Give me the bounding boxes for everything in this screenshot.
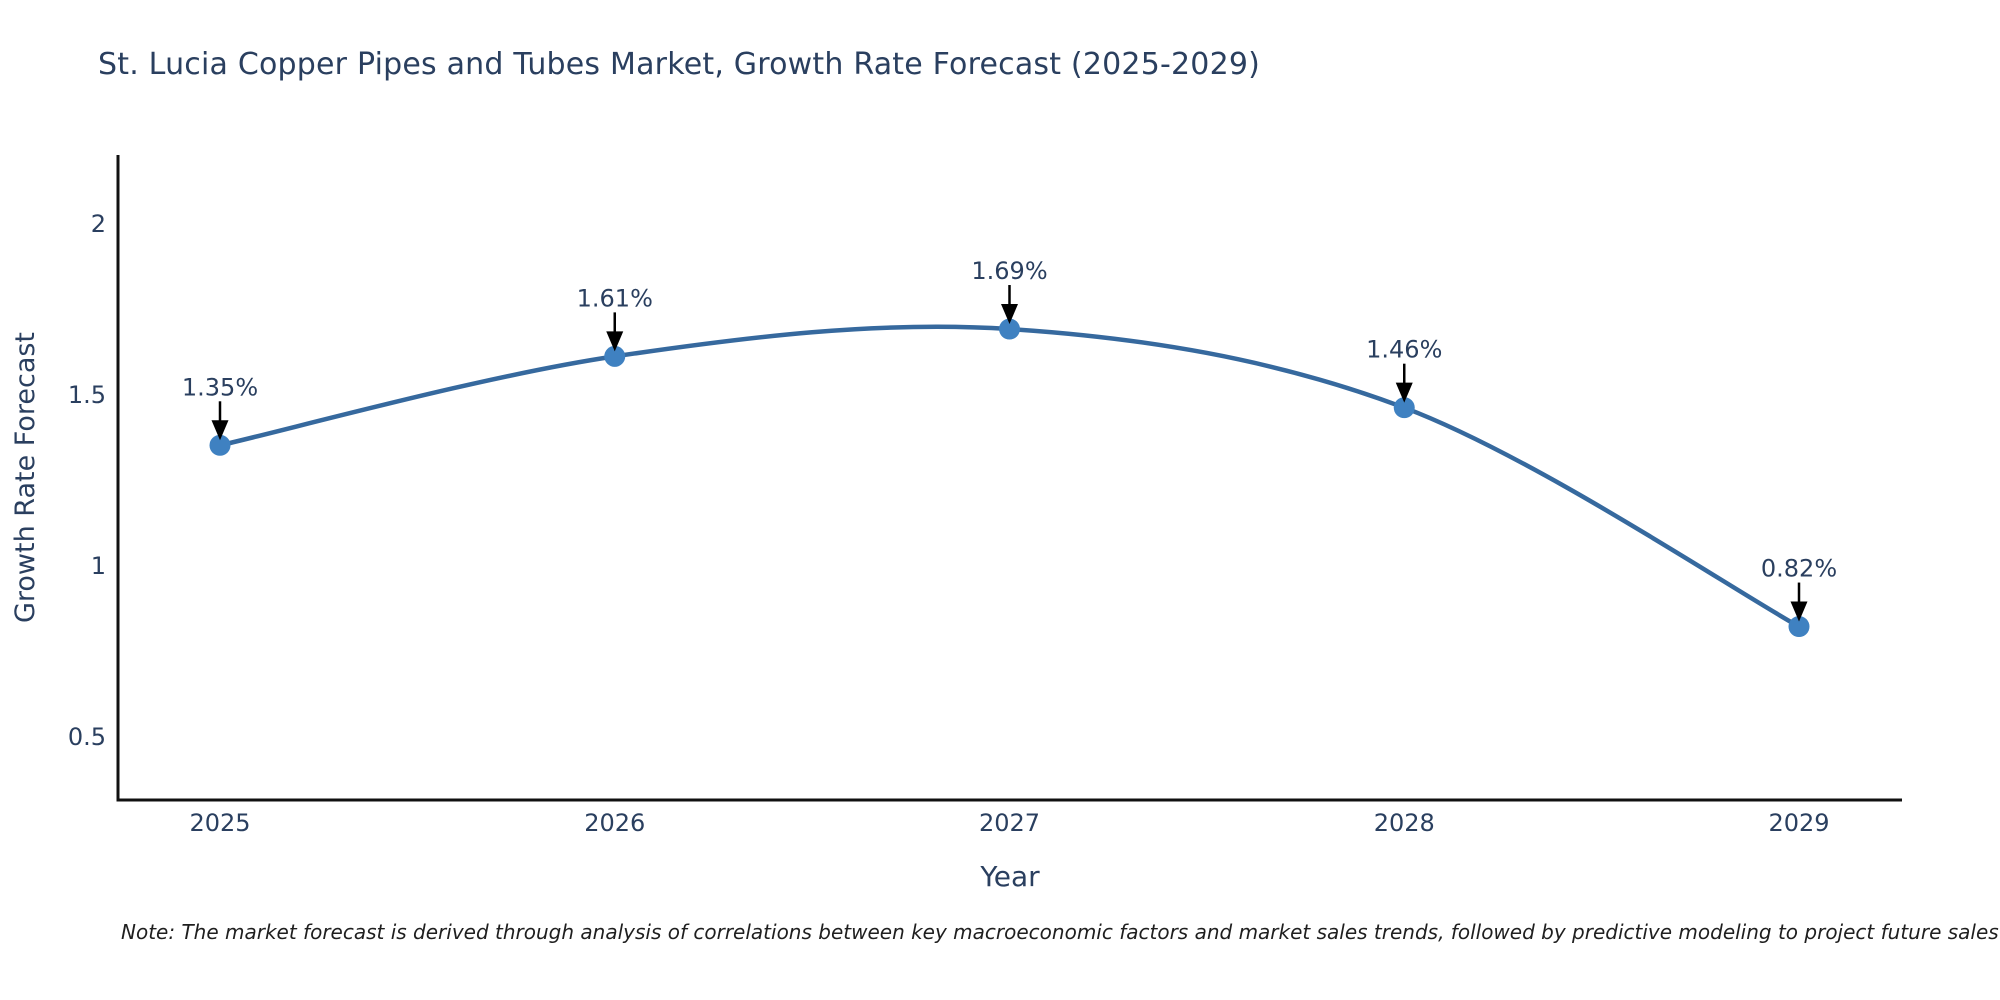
x-axis-title: Year	[979, 860, 1040, 893]
y-tick-label-1.5: 1.5	[68, 381, 106, 409]
annotation-arrow-head-2027	[1001, 304, 1018, 325]
data-point-2028[interactable]	[1393, 397, 1415, 419]
y-axis-title: Growth Rate Forecast	[10, 332, 41, 623]
y-tick-label-2: 2	[91, 210, 106, 238]
y-tick-label-1: 1	[91, 552, 106, 580]
data-point-2029[interactable]	[1788, 616, 1810, 638]
annotation-label-2025: 1.35%	[182, 373, 258, 401]
annotation-arrow-head-2025	[211, 420, 229, 441]
x-tick-label-2025: 2025	[189, 809, 250, 837]
x-tick-label-2028: 2028	[1374, 809, 1435, 837]
x-tick-label-2029: 2029	[1768, 809, 1829, 837]
annotation-label-2026: 1.61%	[577, 284, 653, 312]
chart-title: St. Lucia Copper Pipes and Tubes Market,…	[98, 47, 1261, 82]
data-point-2027[interactable]	[999, 318, 1020, 340]
annotation-label-2027: 1.69%	[971, 257, 1047, 285]
y-tick-label-0.5: 0.5	[68, 723, 106, 751]
annotation-arrow-head-2028	[1395, 382, 1413, 403]
x-tick-label-2026: 2026	[584, 809, 645, 837]
footnote: Note: The market forecast is derived thr…	[121, 920, 1999, 944]
data-point-2026[interactable]	[604, 345, 626, 367]
x-tick-label-2027: 2027	[979, 809, 1040, 837]
annotation-arrow-head-2029	[1790, 601, 1808, 622]
annotation-arrow-head-2026	[606, 331, 624, 352]
trend-line	[219, 324, 1801, 629]
annotation-label-2028: 1.46%	[1366, 336, 1442, 364]
data-point-2025[interactable]	[209, 434, 231, 456]
annotation-label-2029: 0.82%	[1761, 555, 1837, 583]
